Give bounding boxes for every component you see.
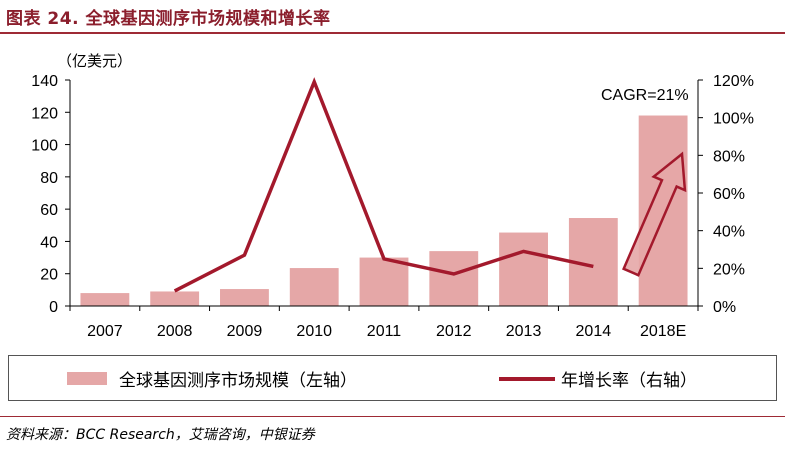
x-tick-label: 2007 (87, 323, 123, 340)
x-tick-label: 2009 (227, 323, 263, 340)
right-tick-label: 80% (713, 148, 745, 165)
legend-line-swatch (499, 377, 555, 381)
left-tick-label: 20 (40, 267, 58, 284)
right-tick-label: 60% (713, 186, 745, 203)
cagr-arrow-shape (622, 151, 687, 277)
source-divider (0, 416, 785, 417)
right-tick-label: 100% (713, 111, 754, 128)
left-tick-label: 40 (40, 234, 58, 251)
left-tick-label: 0 (49, 299, 58, 316)
legend-line-label: 年增长率（右轴） (561, 371, 697, 391)
figure-title: 图表 24. 全球基因测序市场规模和增长率 (6, 9, 331, 29)
title-divider (0, 32, 785, 34)
x-tick-label: 2018E (640, 323, 686, 340)
growth-line (173, 77, 594, 293)
left-tick-label: 100 (31, 138, 58, 155)
axes: 0 20 40 60 80 100 120 140 0% 20% 40% 60% 80% 100% 120%… (31, 73, 754, 340)
x-tick-label: 2010 (296, 323, 332, 340)
left-tick-label: 120 (31, 105, 58, 122)
combo-chart: 0 20 40 60 80 100 120 140 0% 20% 40% 60% 80% 100% 120%… (31, 52, 754, 340)
right-tick-label: 20% (713, 261, 745, 278)
bar-2008 (150, 291, 200, 306)
bar-2012 (429, 251, 479, 306)
left-tick-label: 80 (40, 170, 58, 187)
x-tick-label: 2012 (436, 323, 472, 340)
cagr-arrow (622, 151, 687, 277)
bar-2011 (359, 257, 409, 306)
legend-bar-label: 全球基因测序市场规模（左轴） (119, 371, 357, 391)
bar-2007 (80, 293, 130, 306)
legend-bar-swatch (67, 372, 107, 385)
cagr-annotation: CAGR=21% (601, 87, 689, 104)
right-tick-label: 0% (713, 299, 736, 316)
source-note: 资料来源：BCC Research，艾瑞咨询，中银证券 (6, 427, 315, 443)
growth-line-series (173, 77, 594, 293)
left-tick-label: 60 (40, 202, 58, 219)
bar-2013 (499, 232, 548, 306)
right-tick-label: 120% (713, 73, 754, 90)
x-tick-label: 2014 (576, 323, 612, 340)
bar-series (80, 115, 688, 306)
legend: 全球基因测序市场规模（左轴） 年增长率（右轴） (8, 355, 777, 401)
right-tick-label: 40% (713, 224, 745, 241)
bar-2009 (220, 289, 269, 306)
bar-2010 (289, 268, 339, 306)
x-tick-label: 2008 (157, 323, 193, 340)
left-tick-label: 140 (31, 73, 58, 90)
x-tick-label: 2013 (506, 323, 542, 340)
left-axis-unit: （亿美元） (57, 52, 132, 70)
x-tick-label: 2011 (367, 323, 402, 340)
